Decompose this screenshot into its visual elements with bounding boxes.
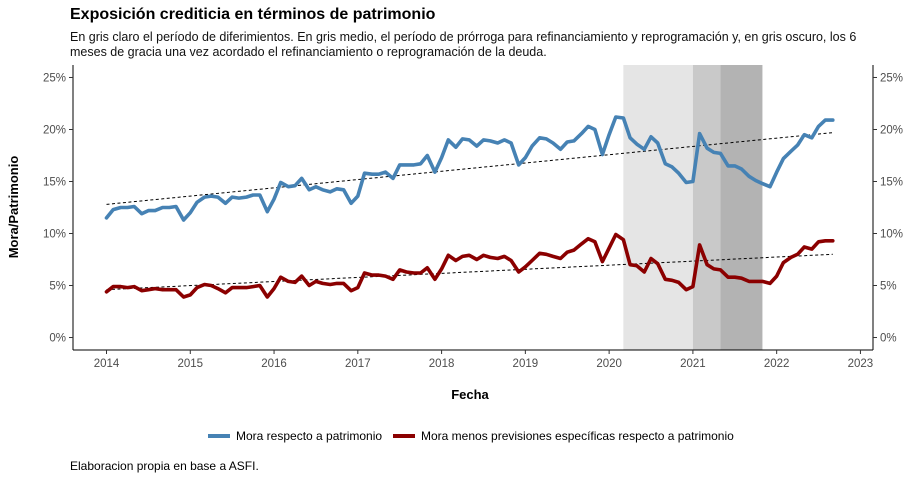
y-tick-label-right: 20% — [880, 124, 903, 136]
y-tick-label-right: 10% — [880, 229, 903, 241]
y-tick-label-left: 20% — [43, 124, 66, 136]
series-line-1 — [104, 115, 835, 222]
band-gracia — [720, 65, 763, 350]
tick-labels: 0% 0% 5% 5% 10% 10% 15% 15% 20% 20% 25% 25% 2014 2015… — [43, 72, 903, 370]
x-tick-label: 2018 — [429, 358, 455, 370]
x-tick-label: 2019 — [513, 358, 539, 370]
x-tick-label: 2014 — [94, 358, 120, 370]
y-axis-title: Mora/Patrimonio — [6, 156, 21, 259]
axes — [69, 65, 877, 354]
trend-lines — [106, 132, 833, 291]
series-line-2 — [104, 232, 835, 299]
y-tick-label-right: 25% — [880, 72, 903, 84]
y-tick-label-right: 0% — [880, 333, 897, 345]
chart-caption: Elaboracion propia en base a ASFI. — [70, 459, 259, 473]
x-tick-label: 2015 — [177, 358, 203, 370]
x-tick-label: 2020 — [596, 358, 622, 370]
chart-title: Exposición crediticia en términos de pat… — [70, 6, 436, 23]
y-tick-label-right: 15% — [880, 176, 903, 188]
legend-label-series-2: Mora menos previsiones específicas respe… — [421, 429, 734, 443]
band-prorroga — [692, 65, 721, 350]
y-tick-label-left: 0% — [49, 333, 66, 345]
y-tick-label-left: 5% — [49, 281, 66, 293]
band-diferimientos — [623, 65, 693, 350]
trend-line-series-1 — [106, 132, 833, 205]
series-lines — [104, 115, 835, 299]
y-tick-label-right: 5% — [880, 281, 897, 293]
x-tick-label: 2016 — [261, 358, 287, 370]
chart-subtitle: En gris claro el período de diferimiento… — [70, 30, 857, 59]
legend: Mora respecto a patrimonio Mora menos pr… — [208, 429, 734, 443]
y-tick-label-left: 10% — [43, 229, 66, 241]
x-tick-label: 2022 — [764, 358, 790, 370]
y-tick-label-left: 15% — [43, 176, 66, 188]
legend-label-series-1: Mora respecto a patrimonio — [236, 429, 382, 443]
x-axis-title: Fecha — [451, 387, 489, 402]
x-tick-label: 2017 — [345, 358, 371, 370]
x-tick-label: 2021 — [680, 358, 706, 370]
y-tick-label-left: 25% — [43, 72, 66, 84]
period-bands — [623, 65, 763, 350]
x-tick-label: 2023 — [848, 358, 874, 370]
trend-line-series-2 — [106, 253, 833, 291]
